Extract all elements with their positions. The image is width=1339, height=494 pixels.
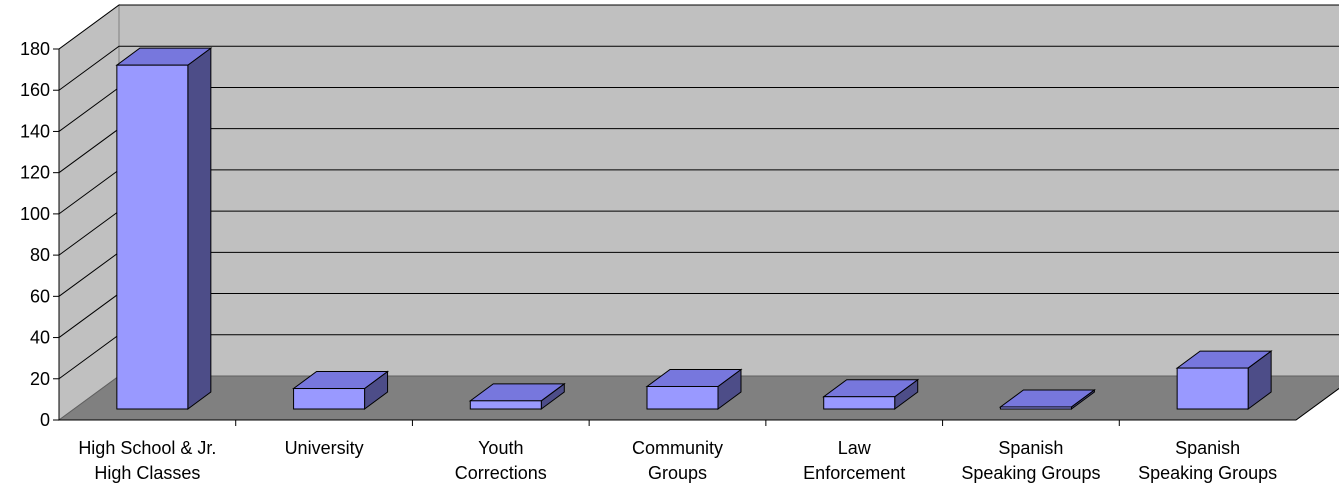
x-category-label-line: Community bbox=[632, 438, 723, 458]
x-category-label: University bbox=[285, 438, 364, 458]
bar bbox=[1175, 350, 1273, 410]
gridlines bbox=[58, 4, 1339, 380]
x-category-label-line: Spanish bbox=[1175, 438, 1240, 458]
y-tick-label: 100 bbox=[20, 204, 50, 224]
x-category-label: Law Enforcement bbox=[803, 438, 905, 483]
bar-front bbox=[116, 64, 189, 410]
x-category-label: Youth Corrections bbox=[455, 438, 547, 483]
x-category-label-line: Enforcement bbox=[803, 463, 905, 483]
labels: 0 20 40 60 80 100 120 140 160 180 High School & Jr… bbox=[20, 39, 1277, 483]
bar bbox=[645, 368, 743, 410]
x-category-label-line: Speaking Groups bbox=[1138, 463, 1277, 483]
bar-front bbox=[1176, 367, 1249, 410]
side-wall bbox=[58, 4, 120, 421]
y-tick-label: 180 bbox=[20, 39, 50, 59]
x-category-label-line: Speaking Groups bbox=[961, 463, 1100, 483]
x-category-label: Community Groups bbox=[632, 438, 723, 483]
y-tick-label: 40 bbox=[30, 328, 50, 348]
x-category-label-line: High Classes bbox=[94, 463, 200, 483]
bar bbox=[468, 382, 566, 410]
x-category-label-line: Spanish bbox=[998, 438, 1063, 458]
x-category-label-line: Corrections bbox=[455, 463, 547, 483]
y-tick-label: 0 bbox=[40, 410, 50, 430]
x-axis-edge bbox=[1295, 387, 1339, 421]
bar-front bbox=[646, 385, 719, 410]
axes bbox=[53, 48, 1339, 426]
x-category-label-line: High School & Jr. bbox=[78, 438, 216, 458]
y-tick-label: 80 bbox=[30, 245, 50, 265]
x-category-label: High School & Jr. High Classes bbox=[78, 438, 216, 483]
y-tick-label: 160 bbox=[20, 80, 50, 100]
y-tick-label: 60 bbox=[30, 286, 50, 306]
bar bbox=[292, 370, 390, 410]
x-category-label-line: Youth bbox=[478, 438, 523, 458]
gridline bbox=[58, 4, 1339, 50]
bar-front bbox=[293, 388, 366, 410]
x-category-label-line: Law bbox=[838, 438, 872, 458]
bar-front bbox=[999, 406, 1072, 410]
bar bbox=[998, 388, 1096, 410]
bar bbox=[115, 47, 213, 410]
x-category-label: Spanish Speaking Groups bbox=[1138, 438, 1277, 483]
bar-side bbox=[187, 47, 212, 410]
y-tick-label: 120 bbox=[20, 163, 50, 183]
bar-front bbox=[823, 396, 896, 410]
back-wall bbox=[118, 4, 1339, 377]
gridline bbox=[58, 45, 1339, 91]
bars bbox=[115, 47, 1273, 410]
bar bbox=[822, 378, 920, 410]
x-category-label: Spanish Speaking Groups bbox=[961, 438, 1100, 483]
y-tick-label: 140 bbox=[20, 121, 50, 141]
x-category-label-line: Groups bbox=[648, 463, 707, 483]
chart-walls bbox=[57, 4, 1339, 421]
bar-front bbox=[469, 400, 542, 410]
x-category-label-line: University bbox=[285, 438, 364, 458]
y-tick-label: 20 bbox=[30, 369, 50, 389]
